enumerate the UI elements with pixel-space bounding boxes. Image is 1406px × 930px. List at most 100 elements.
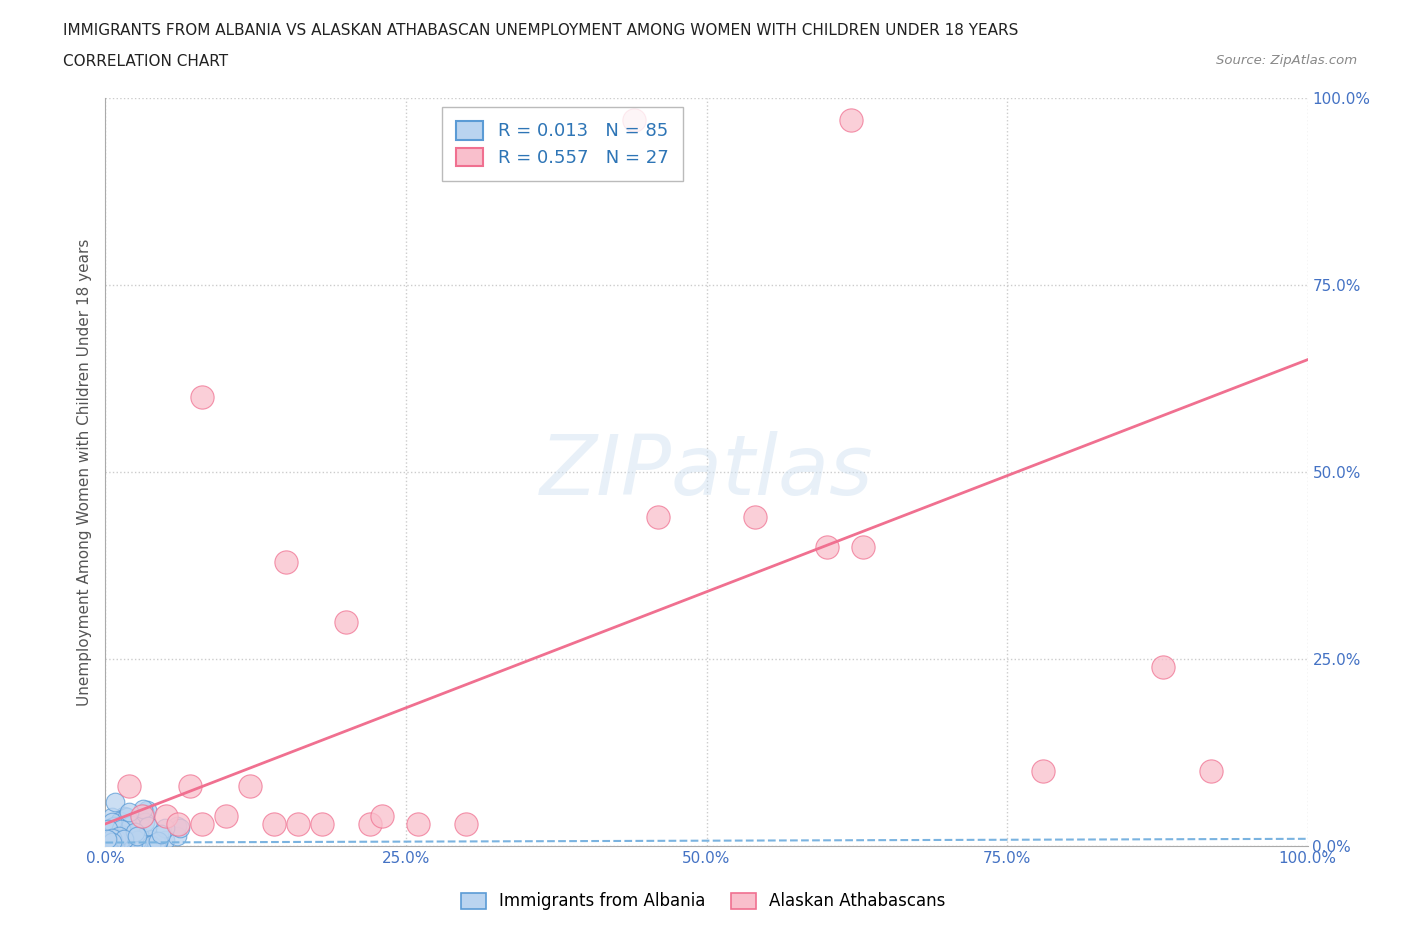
Point [107, 825, 129, 840]
Point [190, 817, 212, 831]
Point [104, 794, 127, 809]
Point [103, 835, 125, 850]
Point [101, 830, 124, 845]
Point [136, 818, 159, 833]
Point [239, 779, 262, 794]
Point [107, 819, 129, 834]
Point [97, 831, 120, 846]
Point [139, 838, 162, 853]
Point [104, 822, 127, 837]
Point [179, 779, 201, 794]
Point [108, 835, 131, 850]
Point [815, 539, 838, 554]
Point [108, 829, 131, 844]
Point [134, 807, 156, 822]
Point [132, 802, 155, 817]
Point [104, 830, 127, 844]
Point [287, 817, 309, 831]
Point [101, 815, 124, 830]
Point [97, 831, 120, 846]
Point [118, 804, 141, 819]
Point [124, 825, 146, 840]
Point [101, 835, 124, 850]
Point [108, 814, 131, 829]
Point [406, 817, 429, 831]
Point [647, 510, 669, 525]
Point [169, 820, 191, 835]
Point [125, 832, 148, 847]
Point [852, 539, 875, 554]
Point [155, 809, 177, 824]
Point [101, 835, 124, 850]
Point [104, 838, 127, 853]
Point [371, 809, 394, 824]
Point [111, 839, 134, 854]
Text: ZIPatlas: ZIPatlas [540, 432, 873, 512]
Point [122, 838, 145, 853]
Point [1201, 764, 1223, 779]
Point [150, 827, 173, 842]
Point [125, 827, 148, 842]
Point [311, 817, 333, 831]
Point [124, 838, 146, 853]
Point [98, 835, 121, 850]
Point [100, 834, 122, 849]
Point [456, 817, 478, 831]
Y-axis label: Unemployment Among Women with Children Under 18 years: Unemployment Among Women with Children U… [76, 238, 91, 706]
Point [104, 820, 127, 835]
Point [105, 833, 128, 848]
Point [112, 832, 135, 847]
Point [145, 834, 167, 849]
Point [136, 803, 159, 817]
Point [101, 810, 124, 825]
Point [115, 838, 138, 853]
Point [214, 809, 236, 824]
Point [103, 833, 125, 848]
Point [744, 510, 766, 525]
Point [359, 817, 381, 831]
Point [122, 836, 145, 851]
Point [1152, 659, 1174, 674]
Point [100, 829, 122, 844]
Point [117, 818, 139, 833]
Point [131, 809, 153, 824]
Point [146, 834, 169, 849]
Point [115, 809, 138, 824]
Point [839, 113, 862, 127]
Point [103, 826, 125, 841]
Point [94, 828, 117, 843]
Point [103, 828, 125, 843]
Text: IMMIGRANTS FROM ALBANIA VS ALASKAN ATHABASCAN UNEMPLOYMENT AMONG WOMEN WITH CHIL: IMMIGRANTS FROM ALBANIA VS ALASKAN ATHAB… [63, 23, 1018, 38]
Point [105, 831, 128, 846]
Point [128, 810, 150, 825]
Point [125, 829, 148, 844]
Point [141, 833, 163, 848]
Point [97, 822, 120, 837]
Point [97, 838, 120, 853]
Point [128, 833, 150, 848]
Point [166, 817, 188, 831]
Point [96, 835, 118, 850]
Point [98, 820, 121, 835]
Point [623, 113, 645, 127]
Point [120, 817, 142, 832]
Point [96, 831, 118, 846]
Point [112, 834, 135, 849]
Point [128, 827, 150, 842]
Point [103, 818, 125, 833]
Point [98, 825, 121, 840]
Point [1032, 764, 1054, 779]
Point [146, 834, 169, 849]
Point [263, 817, 285, 831]
Point [100, 830, 122, 845]
Point [94, 836, 117, 851]
Point [134, 815, 156, 830]
Point [110, 831, 132, 846]
Point [110, 822, 132, 837]
Point [153, 833, 176, 848]
Text: Source: ZipAtlas.com: Source: ZipAtlas.com [1216, 54, 1357, 67]
Legend: R = 0.013   N = 85, R = 0.557   N = 27: R = 0.013 N = 85, R = 0.557 N = 27 [441, 107, 683, 181]
Point [114, 833, 136, 848]
Point [118, 829, 141, 844]
Point [274, 554, 297, 569]
